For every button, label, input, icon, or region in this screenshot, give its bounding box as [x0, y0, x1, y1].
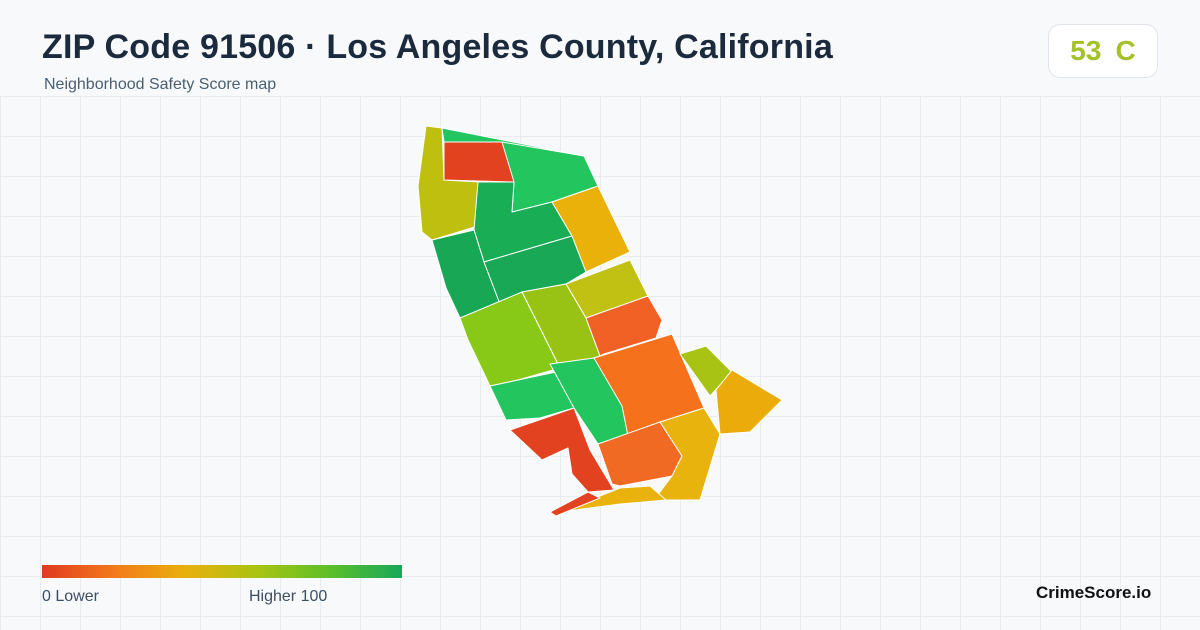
header: ZIP Code 91506 · Los Angeles County, Cal…	[0, 0, 1200, 97]
map-region-south-amber[interactable]	[653, 407, 721, 501]
safety-score-value: 53	[1070, 35, 1102, 66]
map-region-bottom-tip-red[interactable]	[549, 491, 601, 517]
page-subtitle: Neighborhood Safety Score map	[44, 76, 277, 93]
map-region-bottom-amber[interactable]	[559, 485, 667, 513]
safety-score-grade: C	[1115, 35, 1136, 66]
map-region-upper-east[interactable]	[551, 185, 631, 273]
legend-high-label: Higher 100	[249, 588, 328, 605]
page-title: ZIP Code 91506 · Los Angeles County, Cal…	[42, 28, 833, 66]
score-badge: 53 C	[1048, 24, 1158, 78]
map-region-south-west-green[interactable]	[489, 371, 575, 421]
legend-low-label: 0 Lower	[42, 588, 99, 605]
map-region-far-east-amber[interactable]	[715, 369, 783, 435]
legend-color-scale	[42, 565, 402, 578]
brand-name[interactable]: CrimeScore.io	[1036, 583, 1152, 602]
